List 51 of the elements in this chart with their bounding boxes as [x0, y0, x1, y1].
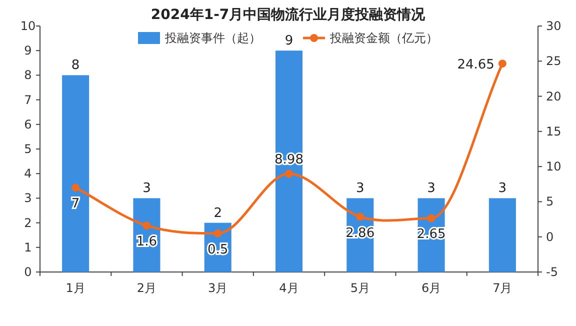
point [72, 184, 80, 192]
y2-tick-label: 0 [546, 230, 554, 244]
y-tick-label: 8 [24, 68, 32, 82]
y2-tick-label: 5 [546, 194, 554, 209]
point [285, 170, 293, 178]
y-tick-label: 1 [24, 240, 32, 254]
y-tick-label: 5 [24, 142, 32, 156]
y-tick-label: 7 [24, 92, 32, 107]
data-label: 3 [142, 181, 151, 196]
y-tick-label: 2 [24, 216, 32, 230]
data-label: 9 [284, 34, 294, 49]
y2-tick-label: 30 [546, 19, 562, 33]
x-tick-label: 7月 [492, 281, 512, 295]
data-label: 2 [214, 206, 222, 221]
y-tick-label: 4 [24, 166, 32, 181]
bar [62, 75, 90, 272]
bar [275, 50, 303, 272]
x-tick-label: 1月 [66, 281, 86, 295]
data-label: 3 [427, 181, 436, 196]
y2-tick-label: 25 [546, 54, 562, 68]
y2-tick-label: 10 [546, 160, 562, 174]
data-label: 3 [356, 181, 364, 196]
data-label: 8 [71, 58, 80, 74]
x-tick-label: 5月 [350, 281, 370, 295]
point [498, 60, 506, 68]
point [427, 214, 436, 222]
y2-tick-label: -5 [546, 265, 558, 279]
bar [488, 198, 516, 272]
data-label: 24.65 [457, 58, 494, 73]
y-tick-label: 6 [24, 117, 32, 132]
chart-title: 2024年1-7月中国物流行业月度投融资情况 [150, 6, 426, 23]
y2-tick-label: 15 [546, 124, 562, 138]
data-label: 0.5 [208, 242, 228, 258]
y-tick-label: 10 [20, 19, 36, 33]
y-tick-label: 0 [24, 265, 32, 279]
legend-label: 投融资事件（起） [164, 31, 261, 45]
y2-tick-label: 20 [546, 89, 562, 104]
x-tick-label: 3月 [208, 281, 228, 295]
data-label: 7 [71, 196, 80, 212]
data-label: 1.6 [136, 234, 158, 250]
x-tick-label: 2月 [136, 281, 157, 295]
y-tick-label: 9 [24, 44, 32, 58]
point [356, 212, 364, 221]
data-label: 3 [498, 181, 507, 196]
x-tick-label: 6月 [421, 281, 442, 295]
point [142, 222, 151, 230]
y-tick-label: 3 [24, 191, 32, 206]
point [214, 229, 222, 238]
x-tick-label: 4月 [279, 281, 299, 295]
legend-label: 投融资金额（亿元） [329, 31, 438, 45]
data-label: 2.65 [416, 227, 446, 242]
